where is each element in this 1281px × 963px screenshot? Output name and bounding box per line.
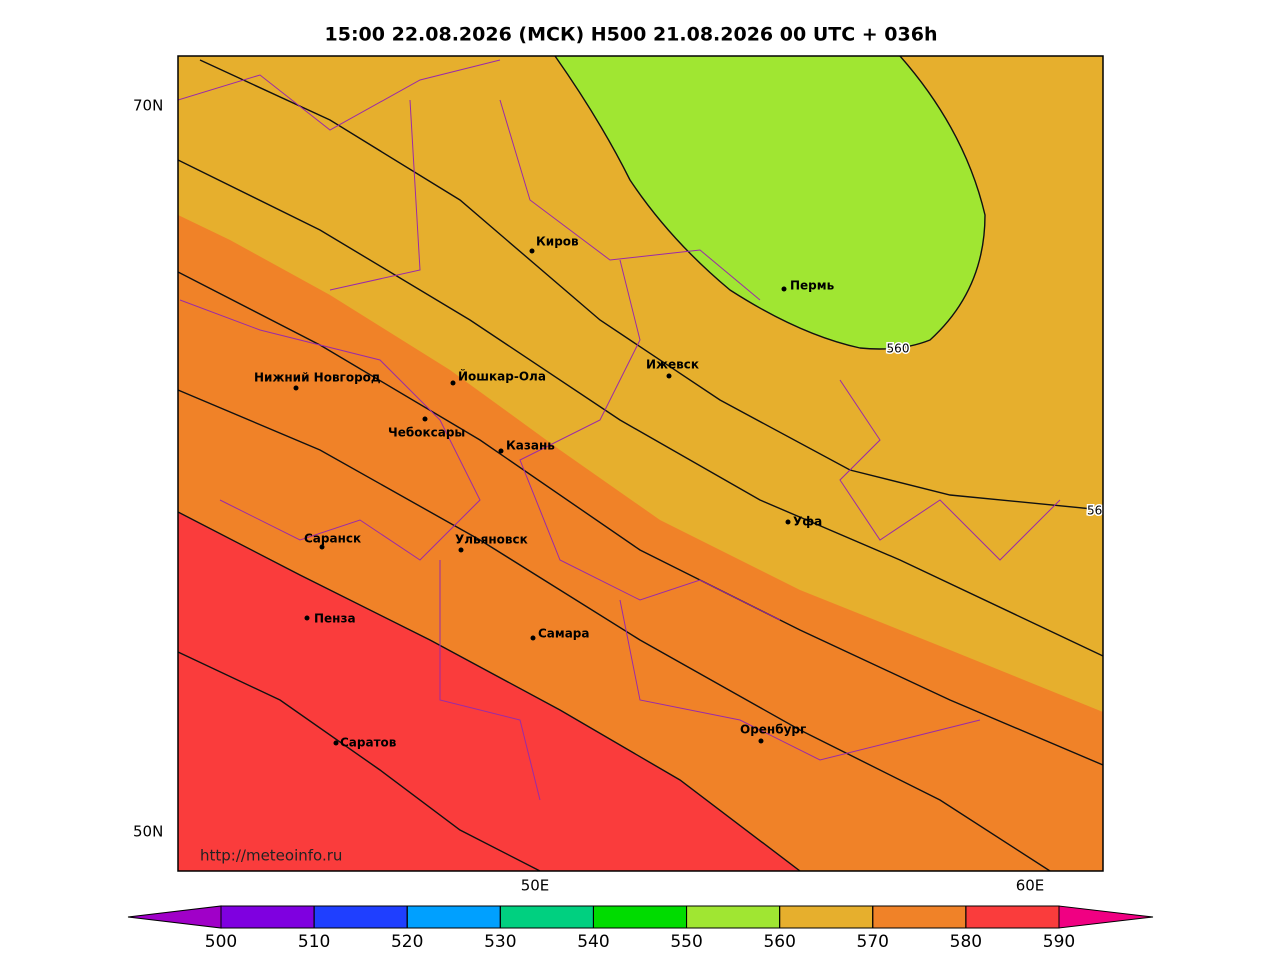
colorbar-segment [313, 905, 408, 929]
colorbar-segment [779, 905, 874, 929]
city-dot [422, 416, 428, 422]
url: http://meteoinfo.ru [200, 847, 342, 865]
contour [178, 389, 1051, 871]
lat-label: 70N [133, 97, 163, 115]
city: Нижний Новгород [254, 371, 381, 385]
region-borders [178, 59, 1061, 801]
city-dot [333, 740, 339, 746]
colorbar-label: 510 [298, 932, 330, 952]
colorbar: 500 510 520 530 540 550 560 570 580 590 [127, 905, 1154, 952]
city: Казань [506, 439, 555, 453]
city: Пермь [790, 279, 835, 293]
city-dot [785, 519, 791, 525]
city-dot [758, 738, 764, 744]
cities: Киров Пермь Ижевск Нижний Новгород Йошка… [254, 235, 835, 750]
colorbar-label: 500 [205, 932, 237, 952]
contour-label: 56 [1087, 504, 1102, 518]
city-dot [498, 448, 504, 454]
city-dot [458, 547, 464, 553]
city-dot [781, 286, 787, 292]
city-dot [450, 380, 456, 386]
lon-label: 50E [521, 877, 550, 895]
contour-label: 560 [887, 342, 910, 356]
colorbar-segment [965, 905, 1060, 929]
colorbar-segment [406, 905, 501, 929]
colorbar-label: 540 [577, 932, 609, 952]
city-dot [530, 635, 536, 641]
contour [178, 651, 541, 871]
colorbar-segment [592, 905, 688, 929]
city: Оренбург [740, 723, 806, 737]
contour [554, 56, 986, 350]
city: Уфа [793, 515, 822, 529]
city-dot [304, 615, 310, 621]
city: Пенза [314, 612, 356, 626]
colorbar-label: 590 [1043, 932, 1075, 952]
title: 15:00 22.08.2026 (МСК) H500 21.08.2026 0… [325, 24, 938, 46]
city-dot [666, 373, 672, 379]
city: Чебоксары [388, 426, 465, 440]
city-dot [529, 248, 535, 254]
colorbar-label: 550 [670, 932, 702, 952]
colorbar-label: 520 [391, 932, 423, 952]
colorbar-segment [499, 905, 594, 929]
contour [199, 59, 1103, 511]
city: Саранск [304, 532, 361, 546]
lat-label: 50N [133, 823, 163, 841]
city-dot [319, 544, 325, 550]
colorbar-segment [872, 905, 967, 929]
map: 560 56 Киров Пермь Ижевск Нижний Новгоро… [178, 56, 1103, 871]
city: Киров [536, 235, 579, 249]
field-580 [178, 512, 800, 871]
city: Самара [538, 627, 590, 641]
map-frame [177, 55, 1104, 872]
colorbar-label: 560 [763, 932, 795, 952]
colorbar-label: 530 [484, 932, 516, 952]
colorbar-segment [686, 905, 781, 929]
field-550 [555, 56, 985, 349]
city-dot [293, 385, 299, 391]
colorbar-segment [220, 905, 315, 929]
city: Саратов [340, 736, 397, 750]
city: Йошкар-Ола [458, 369, 546, 384]
city: Ульяновск [455, 533, 528, 547]
contour [178, 511, 801, 871]
lon-label: 60E [1016, 877, 1045, 895]
contour [178, 159, 1103, 657]
colorbar-under [127, 905, 222, 929]
colorbar-over [1058, 905, 1154, 929]
colorbar-label: 580 [950, 932, 982, 952]
city: Ижевск [646, 358, 699, 372]
colorbar-label: 570 [857, 932, 889, 952]
